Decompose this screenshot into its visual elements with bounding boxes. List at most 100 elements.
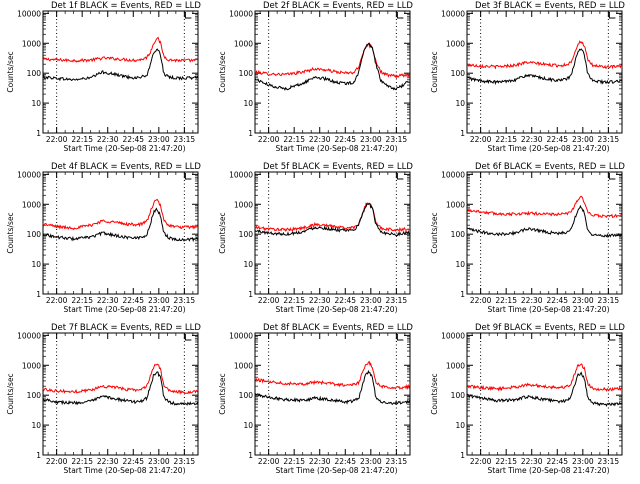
y-tick-label: 10 xyxy=(455,421,465,430)
panel-det-6: Det 6f BLACK = Events, RED = LLD 1 10 100 10… xyxy=(430,162,625,314)
panel-title: Det 3f BLACK = Events, RED = LLD xyxy=(475,1,625,11)
series-line-events xyxy=(42,48,199,82)
x-tick-label: 23:15 xyxy=(174,296,196,305)
x-tick-label: 22:30 xyxy=(97,296,119,305)
y-tick-label: 1 xyxy=(248,451,253,460)
series-line-lld xyxy=(254,202,410,232)
series-line-events xyxy=(466,371,622,408)
x-tick-label: 23:15 xyxy=(174,457,196,466)
x-axis-label: Start Time (20-Sep-08 21:47:20) xyxy=(488,144,610,153)
x-tick-label: 23:00 xyxy=(360,296,382,305)
x-tick-label: 22:15 xyxy=(71,457,93,466)
x-tick-label: 22:00 xyxy=(46,457,68,466)
attenuator-mark xyxy=(608,334,616,341)
y-axis-label: Counts/sec xyxy=(6,373,15,414)
x-tick-label: 23:15 xyxy=(386,135,408,144)
panel-title: Det 7f BLACK = Events, RED = LLD xyxy=(51,323,201,333)
panel-title: Det 2f BLACK = Events, RED = LLD xyxy=(263,1,413,11)
y-tick-label: 1 xyxy=(36,129,41,138)
y-axis-label: Counts/sec xyxy=(218,212,227,253)
panel-det-8: Det 8f BLACK = Events, RED = LLD 1 10 100 10… xyxy=(218,323,413,475)
x-tick-label: 22:45 xyxy=(122,457,144,466)
series-line-events xyxy=(254,202,411,237)
x-tick-label: 22:15 xyxy=(71,135,93,144)
x-tick-label: 23:15 xyxy=(598,296,620,305)
plot-frame xyxy=(254,332,411,456)
attenuator-mark xyxy=(608,173,616,180)
x-tick-label: 22:15 xyxy=(495,457,517,466)
y-tick-label: 10 xyxy=(243,421,253,430)
series-line-events xyxy=(254,369,411,406)
y-axis-label: Counts/sec xyxy=(430,51,439,92)
x-tick-label: 22:45 xyxy=(546,296,568,305)
y-tick-label: 100 xyxy=(451,230,466,239)
x-tick-label: 22:00 xyxy=(258,135,280,144)
x-tick-label: 23:00 xyxy=(148,135,170,144)
y-tick-label: 1000 xyxy=(234,361,253,370)
x-tick-label: 22:00 xyxy=(470,457,492,466)
x-tick-label: 22:45 xyxy=(122,135,144,144)
x-tick-label: 22:45 xyxy=(334,457,356,466)
x-tick-label: 22:45 xyxy=(122,296,144,305)
x-tick-label: 23:15 xyxy=(174,135,196,144)
attenuator-mark xyxy=(608,12,616,19)
attenuator-mark xyxy=(184,12,192,19)
y-tick-label: 10000 xyxy=(229,170,253,179)
x-axis-label: Start Time (20-Sep-08 21:47:20) xyxy=(64,305,186,314)
y-tick-label: 1000 xyxy=(446,200,465,209)
x-tick-label: 22:00 xyxy=(46,135,68,144)
x-tick-label: 23:00 xyxy=(148,457,170,466)
y-tick-label: 10 xyxy=(31,99,41,108)
panel-title: Det 6f BLACK = Events, RED = LLD xyxy=(475,162,625,172)
x-tick-label: 22:45 xyxy=(334,296,356,305)
y-tick-label: 100 xyxy=(27,69,42,78)
series-line-lld xyxy=(466,363,622,392)
y-tick-label: 10000 xyxy=(441,331,465,340)
x-tick-label: 22:30 xyxy=(309,135,331,144)
panel-det-9: Det 9f BLACK = Events, RED = LLD 1 10 100 10… xyxy=(430,323,625,475)
x-tick-label: 22:45 xyxy=(334,135,356,144)
series-line-events xyxy=(42,207,199,243)
series-line-lld xyxy=(254,42,411,79)
x-tick-label: 23:00 xyxy=(572,135,594,144)
series-line-lld xyxy=(467,195,623,219)
x-tick-label: 22:30 xyxy=(521,135,543,144)
series-line-lld xyxy=(254,360,411,391)
y-tick-label: 1 xyxy=(248,290,253,299)
y-tick-label: 100 xyxy=(239,391,254,400)
panel-det-2: Det 2f BLACK = Events, RED = LLD 1 10 100 10… xyxy=(218,1,413,153)
y-tick-label: 10 xyxy=(455,99,465,108)
x-tick-label: 23:00 xyxy=(572,457,594,466)
attenuator-mark xyxy=(184,334,192,341)
y-tick-label: 1 xyxy=(460,451,465,460)
y-axis-label: Counts/sec xyxy=(218,373,227,414)
y-tick-label: 1 xyxy=(248,129,253,138)
y-tick-label: 1000 xyxy=(234,39,253,48)
x-tick-label: 23:15 xyxy=(386,296,408,305)
series-line-events xyxy=(42,371,199,406)
y-tick-label: 100 xyxy=(451,69,466,78)
panel-det-7: Det 7f BLACK = Events, RED = LLD 1 10 100 10… xyxy=(6,323,201,475)
y-tick-label: 1000 xyxy=(22,200,41,209)
y-tick-label: 10000 xyxy=(17,9,41,18)
y-tick-label: 100 xyxy=(451,391,466,400)
x-tick-label: 22:00 xyxy=(258,296,280,305)
x-tick-label: 22:00 xyxy=(46,296,68,305)
attenuator-mark xyxy=(396,334,404,341)
y-tick-label: 1 xyxy=(36,290,41,299)
series-line-lld xyxy=(42,36,198,63)
plot-frame xyxy=(254,171,411,295)
y-tick-label: 1000 xyxy=(234,200,253,209)
y-tick-label: 100 xyxy=(27,230,42,239)
panel-title: Det 4f BLACK = Events, RED = LLD xyxy=(51,162,201,172)
y-tick-label: 10000 xyxy=(441,170,465,179)
plot-frame xyxy=(42,10,199,134)
y-tick-label: 100 xyxy=(239,69,254,78)
x-tick-label: 22:30 xyxy=(521,296,543,305)
panel-det-3: Det 3f BLACK = Events, RED = LLD 1 10 100 10… xyxy=(430,1,625,153)
y-tick-label: 10 xyxy=(243,99,253,108)
y-tick-label: 1000 xyxy=(22,361,41,370)
x-tick-label: 22:00 xyxy=(258,457,280,466)
x-tick-label: 22:30 xyxy=(309,296,331,305)
